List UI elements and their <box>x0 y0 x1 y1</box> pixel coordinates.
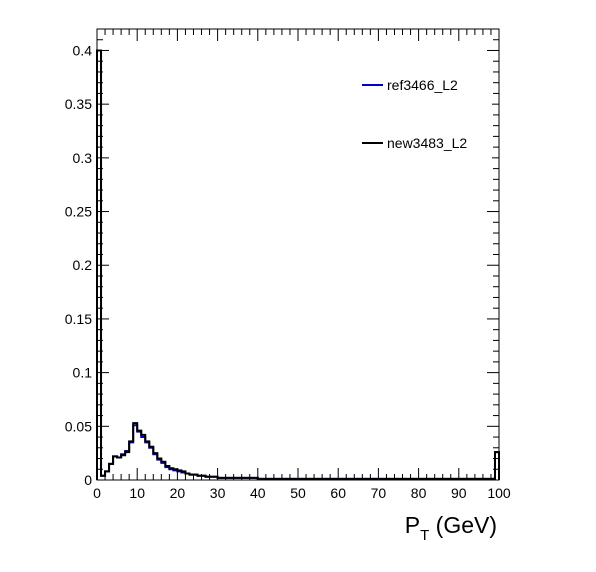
x-tick-label: 70 <box>371 485 387 501</box>
y-tick-label: 0.2 <box>73 257 93 273</box>
y-tick-label: 0.1 <box>73 365 93 381</box>
x-tick-label: 80 <box>411 485 427 501</box>
legend-label-ref: ref3466_L2 <box>387 77 458 93</box>
x-tick-label: 0 <box>93 485 101 501</box>
x-tick-label: 50 <box>290 485 306 501</box>
y-tick-label: 0.15 <box>65 311 92 327</box>
x-tick-label: 60 <box>330 485 346 501</box>
x-tick-label: 30 <box>210 485 226 501</box>
legend: ref3466_L2 new3483_L2 <box>358 58 492 170</box>
y-tick-label: 0.35 <box>65 96 92 112</box>
x-tick-label: 90 <box>451 485 467 501</box>
x-tick-label: 20 <box>170 485 186 501</box>
x-axis-title-subscript: T <box>420 527 429 544</box>
legend-background <box>358 58 492 170</box>
y-tick-label: 0 <box>84 472 92 488</box>
x-tick-label: 40 <box>250 485 266 501</box>
axis-ticks <box>96 28 500 481</box>
y-tick-label: 0.3 <box>73 150 93 166</box>
y-tick-label: 0.05 <box>65 418 92 434</box>
x-axis-title-rest: (GeV) <box>429 512 497 538</box>
y-tick-label: 0.4 <box>73 42 93 58</box>
y-tick-label: 0.25 <box>65 204 92 220</box>
x-axis-title-main: P <box>405 512 420 538</box>
y-tick-labels: 0 0.05 0.1 0.15 0.2 0.25 0.3 0.35 0.4 <box>65 42 92 488</box>
plot-frame <box>96 28 500 481</box>
x-tick-labels: 0 10 20 30 40 50 60 70 80 90 100 <box>93 485 511 501</box>
legend-label-new: new3483_L2 <box>387 135 467 151</box>
x-axis-title: PT (GeV) <box>405 512 497 544</box>
x-tick-label: 100 <box>487 485 511 501</box>
x-tick-label: 10 <box>129 485 145 501</box>
